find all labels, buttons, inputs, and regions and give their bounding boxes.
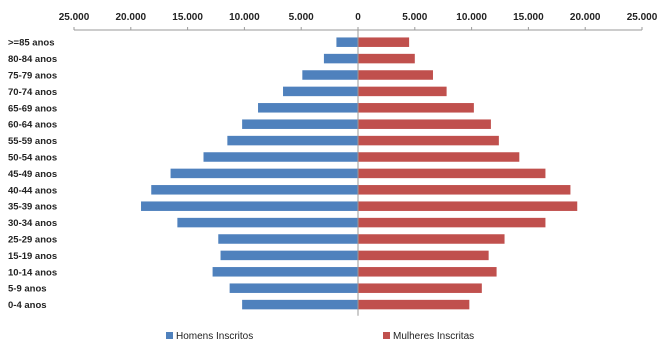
bars-layer — [141, 30, 578, 316]
bar-mulheres — [358, 37, 410, 47]
x-tick-label: 10.000 — [229, 12, 260, 23]
bar-homens — [151, 185, 358, 195]
x-tick-label: 10.000 — [456, 12, 487, 23]
x-axis: 25.000 20.000 15.000 10.000 5.000 0 5.000 10.00… — [59, 12, 658, 31]
category-label: 40-44 anos — [8, 185, 57, 196]
category-label: 5-9 anos — [8, 284, 47, 295]
bar-mulheres — [358, 217, 546, 228]
bar-homens — [323, 53, 358, 64]
bar-homens — [203, 152, 358, 162]
bar-mulheres — [358, 201, 578, 211]
legend-homens-swatch — [166, 332, 173, 339]
bar-mulheres — [358, 283, 482, 293]
bar-mulheres — [358, 168, 546, 179]
bar-mulheres — [358, 152, 520, 162]
x-tick-label: 15.000 — [172, 12, 203, 23]
bar-homens — [302, 70, 358, 80]
bar-homens — [242, 299, 358, 310]
bar-mulheres — [358, 234, 505, 244]
bar-mulheres — [358, 299, 470, 310]
category-label: 75-79 anos — [8, 71, 57, 82]
x-tick-label: 20.000 — [570, 12, 601, 23]
legend: Homens Inscritos Mulheres Inscritas — [166, 331, 474, 342]
bar-homens — [242, 119, 358, 129]
bar-mulheres — [358, 86, 447, 97]
bar-mulheres — [358, 53, 415, 64]
legend-homens-label: Homens Inscritos — [176, 331, 253, 342]
bar-homens — [229, 283, 358, 293]
x-tick-label: 25.000 — [59, 12, 90, 23]
x-tick-label: 15.000 — [513, 12, 544, 23]
bar-homens — [258, 103, 358, 113]
category-label: 70-74 anos — [8, 87, 57, 98]
x-tick-label: 25.000 — [627, 12, 658, 23]
bar-mulheres — [358, 103, 474, 113]
bar-homens — [141, 201, 358, 211]
category-label: >=85 anos — [8, 38, 54, 49]
bar-homens — [283, 86, 358, 97]
bar-mulheres — [358, 250, 489, 261]
x-tick-label: 5.000 — [289, 12, 314, 23]
bar-homens — [177, 217, 358, 228]
category-label: 55-59 anos — [8, 136, 57, 147]
legend-mulheres-swatch — [383, 332, 390, 339]
bar-mulheres — [358, 119, 491, 129]
category-label: 60-64 anos — [8, 120, 57, 131]
category-labels: >=85 anos 80-84 anos 75-79 anos 70-74 anos 6… — [8, 38, 57, 311]
category-label: 35-39 anos — [8, 202, 57, 213]
legend-mulheres-label: Mulheres Inscritas — [393, 331, 474, 342]
category-label: 50-54 anos — [8, 153, 57, 164]
bar-homens — [170, 168, 358, 179]
category-label: 65-69 anos — [8, 103, 57, 114]
bar-homens — [336, 37, 358, 47]
bar-homens — [218, 234, 358, 244]
category-label: 0-4 anos — [8, 300, 47, 311]
bar-homens — [220, 250, 358, 261]
x-tick-label: 0 — [355, 12, 361, 23]
bar-mulheres — [358, 70, 433, 80]
category-label: 10-14 anos — [8, 267, 57, 278]
category-label: 15-19 anos — [8, 251, 57, 262]
category-label: 30-34 anos — [8, 218, 57, 229]
x-tick-label: 5.000 — [402, 12, 427, 23]
x-tick-label: 20.000 — [116, 12, 147, 23]
bar-mulheres — [358, 185, 571, 195]
bar-mulheres — [358, 135, 499, 146]
category-label: 45-49 anos — [8, 169, 57, 180]
bar-homens — [212, 267, 358, 277]
category-label: 25-29 anos — [8, 235, 57, 246]
bar-mulheres — [358, 267, 497, 277]
category-label: 80-84 anos — [8, 54, 57, 65]
bar-homens — [227, 135, 358, 146]
